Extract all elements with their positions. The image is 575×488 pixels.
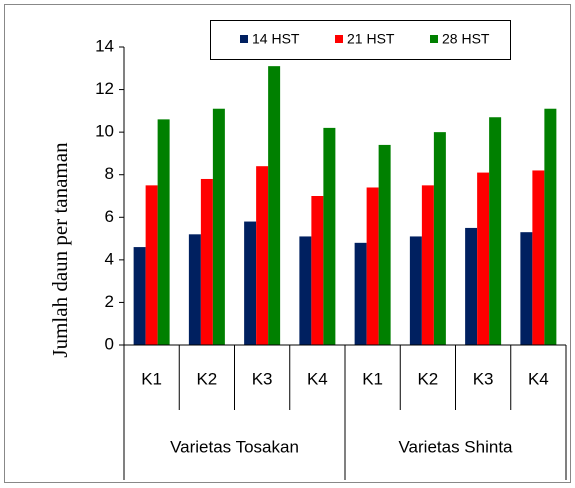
legend-box [210,20,511,60]
group-label: Varietas Shinta [398,437,513,456]
bar [299,236,312,345]
bar [489,117,502,345]
bar [268,66,281,346]
legend-label: 14 HST [252,31,300,47]
bar [212,108,225,345]
x-tick-label: K2 [417,369,438,388]
x-tick-label: K1 [141,369,162,388]
group-label: Varietas Tosakan [170,437,299,456]
bar [421,185,434,345]
legend-swatch [335,35,343,43]
bar [145,185,158,345]
x-tick-label: K2 [196,369,217,388]
y-tick-label: 4 [105,249,114,268]
y-tick-label: 10 [95,122,114,141]
bar [477,172,490,345]
y-tick-label: 0 [105,334,114,353]
y-tick-label: 6 [105,207,114,226]
x-tick-label: K1 [362,369,383,388]
bar [188,234,201,345]
bar [378,144,391,345]
legend-swatch [430,35,438,43]
x-tick-label: K4 [528,369,549,388]
legend-label: 21 HST [347,31,395,47]
bar [200,178,213,345]
bar [433,132,446,345]
bar [311,196,324,345]
bar [133,247,146,345]
y-tick-label: 2 [105,292,114,311]
legend-swatch [240,35,248,43]
bar [366,187,379,345]
bar [465,227,478,345]
x-tick-label: K3 [252,369,273,388]
bar [354,242,367,345]
bar [244,221,257,345]
x-tick-label: K3 [473,369,494,388]
y-axis-label: Jumlah daun per tanaman [48,142,72,358]
bar [256,166,269,345]
y-tick-label: 8 [105,164,114,183]
x-tick-label: K4 [307,369,328,388]
bar [157,119,170,345]
y-tick-label: 14 [95,36,114,55]
bar [520,232,533,345]
bar [544,108,557,345]
y-tick-label: 12 [95,79,114,98]
bar [532,170,545,345]
bar [409,236,422,345]
legend-label: 28 HST [442,31,490,47]
chart-frame [4,4,571,483]
bar [323,127,336,345]
